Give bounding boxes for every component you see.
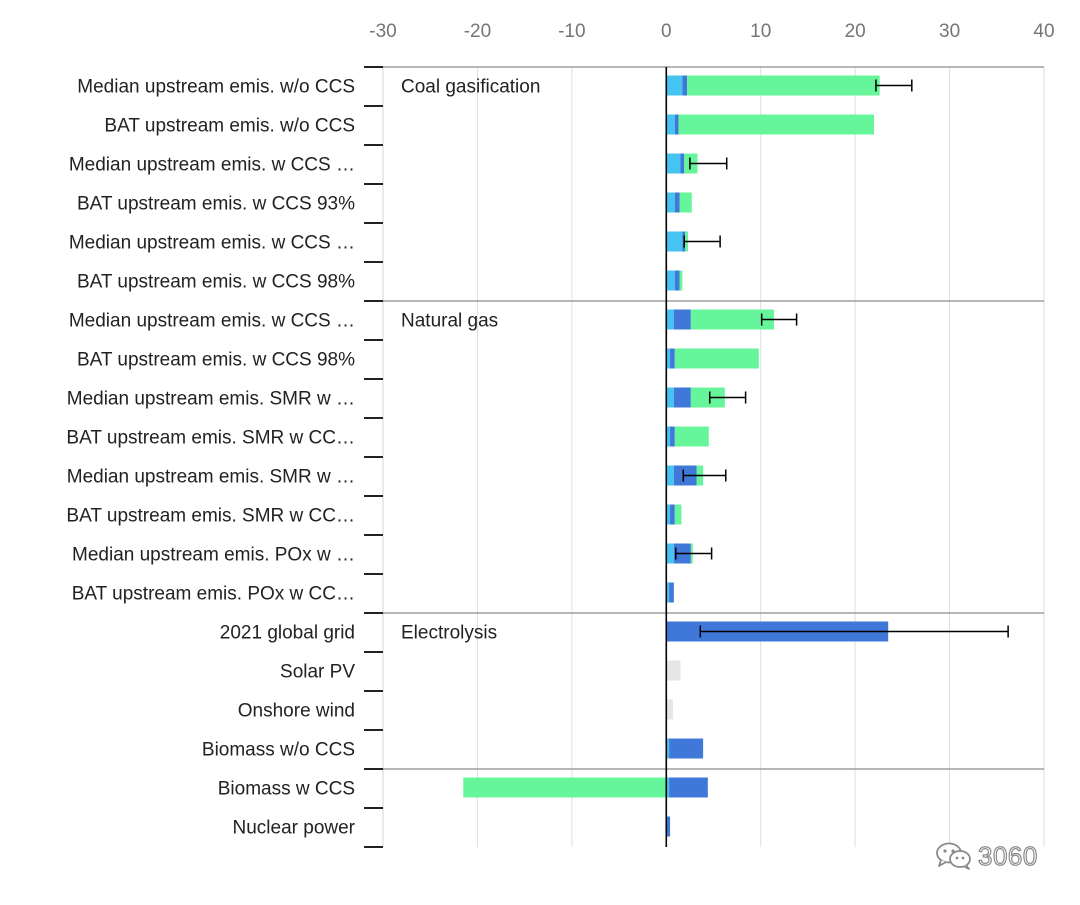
- bar-segment: [690, 387, 725, 408]
- bar-segment: [669, 777, 708, 798]
- category-label: Median upstream emis. SMR w …: [67, 467, 355, 488]
- category-label: Median upstream emis. w CCS …: [69, 155, 355, 176]
- bar-segment: [674, 504, 682, 525]
- category-label: BAT upstream emis. w/o CCS: [104, 116, 355, 137]
- bar-segment: [666, 543, 674, 564]
- bar-segment: [687, 75, 880, 96]
- bar-segment: [680, 153, 685, 174]
- x-tick-label: 0: [661, 21, 672, 42]
- bar-segment: [666, 738, 670, 759]
- category-label: Biomass w CCS: [218, 779, 355, 800]
- bar-segment: [673, 309, 691, 330]
- category-label: Median upstream emis. SMR w …: [67, 389, 355, 410]
- bar-segment: [666, 777, 670, 798]
- category-label: 2021 global grid: [220, 623, 355, 644]
- bar-segment: [666, 348, 671, 369]
- bar-segment: [679, 192, 692, 213]
- category-label: BAT upstream emis. SMR w CC…: [66, 506, 355, 527]
- x-tick-label: 40: [1033, 21, 1054, 42]
- bar-segment: [678, 114, 875, 135]
- bar-segment: [666, 270, 675, 291]
- x-tick-label: -20: [464, 21, 491, 42]
- wechat-icon: [936, 842, 971, 870]
- x-tick-label: 30: [939, 21, 960, 42]
- bar-segment: [666, 465, 674, 486]
- bar-segment: [669, 582, 674, 603]
- bar-segment: [674, 348, 759, 369]
- x-tick-label: 20: [845, 21, 866, 42]
- bar-segment: [666, 192, 675, 213]
- category-label: Median upstream emis. POx w …: [72, 545, 355, 566]
- bar-segment: [669, 738, 704, 759]
- bar-segment: [666, 504, 671, 525]
- bar-segment: [666, 75, 683, 96]
- bar-segment: [666, 816, 671, 837]
- bar-segment: [690, 309, 774, 330]
- category-label: Nuclear power: [233, 818, 356, 839]
- bar-segment: [670, 426, 675, 447]
- bar-segment: [666, 699, 673, 720]
- group-label: Electrolysis: [401, 623, 497, 644]
- bar-segment: [666, 309, 674, 330]
- bar-segment: [674, 114, 679, 135]
- bar-segment: [674, 192, 680, 213]
- category-label: BAT upstream emis. w CCS 98%: [77, 272, 355, 293]
- bar-segment: [674, 426, 709, 447]
- category-label: BAT upstream emis. SMR w CC…: [66, 428, 355, 449]
- category-label: Biomass w/o CCS: [202, 740, 355, 761]
- category-label: BAT upstream emis. w CCS 93%: [77, 194, 355, 215]
- bar-segment: [666, 660, 681, 681]
- category-label: Onshore wind: [238, 701, 355, 722]
- category-label: Median upstream emis. w/o CCS: [77, 77, 355, 98]
- bar-segment: [674, 270, 680, 291]
- x-tick-label: -10: [558, 21, 585, 42]
- category-label: Median upstream emis. w CCS …: [69, 311, 355, 332]
- bar-segment: [670, 348, 675, 369]
- bar-segment: [463, 777, 667, 798]
- bar-segment: [666, 387, 674, 408]
- bar-segment: [666, 153, 681, 174]
- x-tick-label: -30: [369, 21, 396, 42]
- bar-segment: [666, 231, 683, 252]
- group-label: Natural gas: [401, 311, 498, 332]
- category-label: BAT upstream emis. POx w CC…: [72, 584, 355, 605]
- bar-segment: [679, 270, 683, 291]
- watermark: 3060: [934, 838, 1038, 874]
- bar-segment: [666, 582, 670, 603]
- bar-segment: [666, 114, 675, 135]
- bar-segment: [670, 504, 675, 525]
- group-label: Coal gasification: [401, 77, 540, 98]
- bar-segment: [673, 387, 691, 408]
- x-tick-label: 10: [750, 21, 771, 42]
- category-label: BAT upstream emis. w CCS 98%: [77, 350, 355, 371]
- watermark-text: 3060: [977, 840, 1038, 871]
- bar-segment: [666, 426, 671, 447]
- category-label: Solar PV: [280, 662, 355, 683]
- bar-segment: [682, 75, 688, 96]
- category-label: Median upstream emis. w CCS …: [69, 233, 355, 254]
